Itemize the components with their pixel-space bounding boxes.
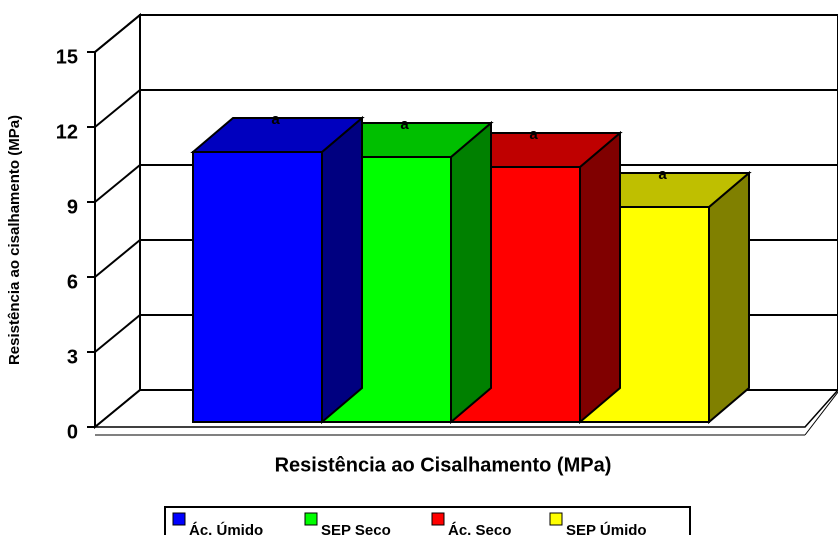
legend-swatch <box>431 512 445 526</box>
bar-annotation: a <box>529 126 538 143</box>
bar-annotation: a <box>658 166 667 183</box>
grid-line-side <box>94 314 141 353</box>
legend-label: Ác. Úmido <box>189 521 263 535</box>
legend-label: SEP Seco <box>321 522 391 535</box>
grid-line-side <box>94 14 141 53</box>
y-tick-label: 6 <box>67 271 78 293</box>
y-tick-label: 3 <box>67 346 78 368</box>
legend-swatch <box>304 512 318 526</box>
y-tick-label: 0 <box>67 421 78 443</box>
legend-label: Ác. Seco <box>448 522 511 535</box>
bar-side <box>321 115 363 425</box>
y-tick-label: 15 <box>56 46 78 68</box>
bar-side <box>450 120 492 425</box>
legend <box>164 506 691 535</box>
bar-side <box>708 170 750 425</box>
bar-annotation: a <box>400 116 409 133</box>
y-axis-title: Resistência ao cisalhamento (MPa) <box>6 115 23 365</box>
bar-annotation: a <box>271 111 280 128</box>
bar <box>192 151 323 423</box>
legend-label: SEP Úmido <box>566 521 647 535</box>
x-axis-title: Resistência ao Cisalhamento (MPa) <box>275 454 612 476</box>
legend-swatch <box>172 512 186 526</box>
bar-side <box>579 130 621 425</box>
y-tick-label: 12 <box>56 121 78 143</box>
floor-side <box>804 391 838 436</box>
y-tick-label: 9 <box>67 196 78 218</box>
grid-line-side <box>94 89 141 128</box>
left-wall <box>94 12 141 430</box>
grid-line-side <box>94 389 141 428</box>
grid-line-side <box>94 164 141 203</box>
grid-line-side <box>94 239 141 278</box>
legend-swatch <box>549 512 563 526</box>
